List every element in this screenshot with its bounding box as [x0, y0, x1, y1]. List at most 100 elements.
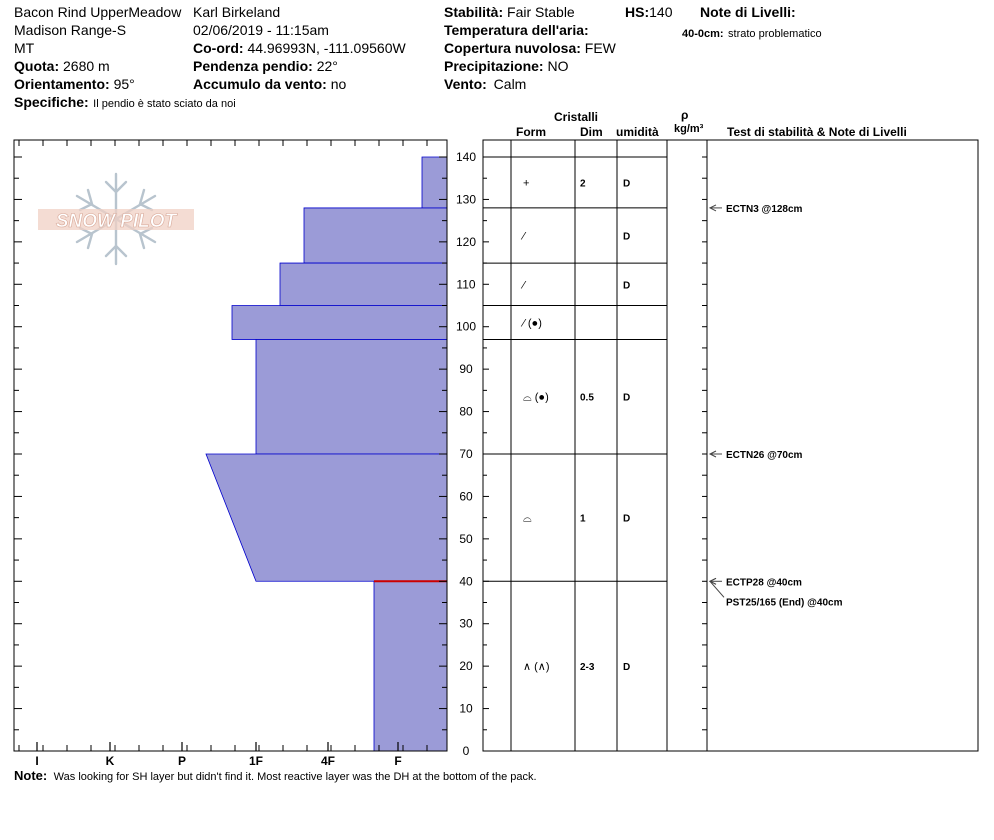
layer-moisture-6: D — [623, 514, 630, 525]
layer-form-1: + — [523, 177, 529, 189]
layer-notes-text: strato problematico — [728, 28, 822, 40]
x-tick-label-4F: 4F — [321, 754, 335, 768]
tests-header: Test di stabilità & Note di Livelli — [727, 125, 907, 139]
hardness-layer-7 — [373, 580, 448, 752]
quota-row: Quota: 2680 m — [14, 59, 110, 73]
layer-size-7: 2-3 — [580, 662, 595, 673]
precip-label: Precipitazione: — [444, 58, 544, 74]
y-tick-label-130: 130 — [456, 192, 476, 206]
chart-frame — [13, 139, 979, 752]
layer-form-3: ⁄ — [520, 279, 527, 291]
test-label-1: ECTN3 @128cm — [726, 204, 803, 215]
range-name: Madison Range-S — [14, 22, 127, 38]
date-time: 02/06/2019 - 11:15am — [193, 22, 329, 38]
layer-size-6: 1 — [580, 514, 586, 525]
quota-label: Quota: — [14, 58, 60, 74]
crystals-header: Cristalli — [554, 110, 599, 124]
y-tick-label-0: 0 — [463, 744, 470, 758]
form-header: Form — [516, 125, 546, 139]
hardness-layer-6 — [205, 453, 448, 582]
y-tick-label-10: 10 — [459, 702, 473, 716]
layer-form-5: ⌓ (●) — [523, 392, 549, 404]
test-arrow-1 — [708, 204, 717, 212]
wind-label: Vento: — [444, 76, 487, 92]
moisture-header: umidità — [616, 125, 659, 139]
coord-value: 44.96993N, -111.09560W — [247, 40, 406, 56]
hardness-layer-1 — [421, 156, 448, 209]
y-tick-label-110: 110 — [456, 277, 475, 291]
stability-label: Stabilità: — [444, 4, 504, 20]
footer-note-row: Note: Was looking for SH layer but didn'… — [14, 768, 537, 784]
layer-form-2: ⁄ — [520, 230, 527, 242]
coord-row: Co-ord: 44.96993N, -111.09560W — [193, 41, 406, 55]
layer-moisture-5: D — [623, 393, 630, 404]
air-temp-label: Temperatura dell'aria: — [444, 22, 589, 38]
y-tick-label-120: 120 — [456, 235, 476, 249]
orientation-row: Orientamento: 95° — [14, 77, 135, 91]
layer-form-4: ⁄ (●) — [520, 317, 542, 329]
table-border — [482, 139, 979, 752]
specifics-row: Specifiche: Il pendio è stato sciato da … — [14, 95, 236, 111]
state-name: MT — [14, 40, 35, 56]
y-tick-label-40: 40 — [459, 574, 473, 588]
x-tick-label-P: P — [178, 754, 186, 768]
y-tick-label-140: 140 — [456, 150, 476, 164]
hs-row: HS:140 — [625, 5, 672, 19]
slope-row: Pendenza pendio: 22° — [193, 59, 338, 73]
orientation-value: 95° — [113, 76, 135, 92]
x-tick-label-F: F — [394, 754, 401, 768]
x-tick-label-K: K — [106, 754, 115, 768]
wind-value: Calm — [493, 76, 527, 92]
wind-loading-value: no — [330, 76, 347, 92]
layer-notes-row: 40-0cm: strato problematico — [682, 25, 822, 41]
stability-value: Fair Stable — [507, 4, 575, 20]
coord-label: Co-ord: — [193, 40, 244, 56]
layer-form-7: ∧ (∧) — [523, 661, 550, 673]
wind-loading-row: Accumulo da vento: no — [193, 77, 346, 91]
specifics-value: Il pendio è stato sciato da noi — [93, 98, 236, 110]
footer-note-text: Was looking for SH layer but didn't find… — [53, 771, 537, 783]
footer-note-label: Note: — [14, 768, 48, 783]
layer-grid — [483, 156, 725, 598]
layer-notes-depth: 40-0cm: — [682, 28, 724, 40]
test-label-2: ECTN26 @70cm — [726, 450, 803, 461]
stability-row: Stabilità: Fair Stable — [444, 5, 575, 19]
y-tick-label-70: 70 — [459, 447, 473, 461]
density-unit: kg/m³ — [674, 123, 704, 135]
y-tick-label-30: 30 — [459, 617, 473, 631]
x-tick-label-1F: 1F — [249, 754, 263, 768]
y-tick-label-50: 50 — [459, 532, 473, 546]
y-tick-label-60: 60 — [459, 489, 473, 503]
quota-value: 2680 m — [63, 58, 110, 74]
test-label-4: PST25/165 (End) @40cm — [726, 597, 843, 608]
layer-notes-label: Note di Livelli: — [700, 4, 796, 20]
hardness-layer-5 — [255, 339, 448, 455]
cloud-row: Copertura nuvolosa: FEW — [444, 41, 616, 55]
layer-size-5: 0.5 — [580, 393, 594, 404]
hs-value: 140 — [649, 4, 673, 20]
hardness-plot-border — [13, 139, 448, 752]
cloud-value: FEW — [584, 40, 616, 56]
test-pointer-4 — [709, 580, 725, 598]
layer-moisture-2: D — [623, 231, 630, 242]
layer-moisture-7: D — [623, 662, 630, 673]
density-symbol: ρ — [681, 108, 689, 122]
y-tick-label-90: 90 — [459, 362, 473, 376]
y-tick-label-20: 20 — [459, 659, 473, 673]
layer-size-1: 2 — [580, 178, 586, 189]
layer-form-6: ⌓ — [523, 513, 532, 525]
site-name: Bacon Rind UpperMeadow — [14, 4, 182, 20]
chart-labels: I K P 1F 4F F 0 10 20 30 40 50 60 70 80 90 100 110 120 130 1… — [35, 150, 842, 768]
observer-name: Karl Birkeland — [193, 4, 281, 20]
hardness-profile — [205, 156, 448, 752]
hardness-layer-2 — [303, 207, 448, 264]
y-tick-label-100: 100 — [456, 320, 476, 334]
wind-loading-label: Accumulo da vento: — [193, 76, 327, 92]
precip-row: Precipitazione: NO — [444, 59, 568, 73]
slope-label: Pendenza pendio: — [193, 58, 313, 74]
y-tick-label-80: 80 — [459, 405, 473, 419]
layer-moisture-1: D — [623, 178, 630, 189]
hs-label: HS: — [625, 4, 650, 20]
hardness-layer-3 — [279, 262, 448, 306]
